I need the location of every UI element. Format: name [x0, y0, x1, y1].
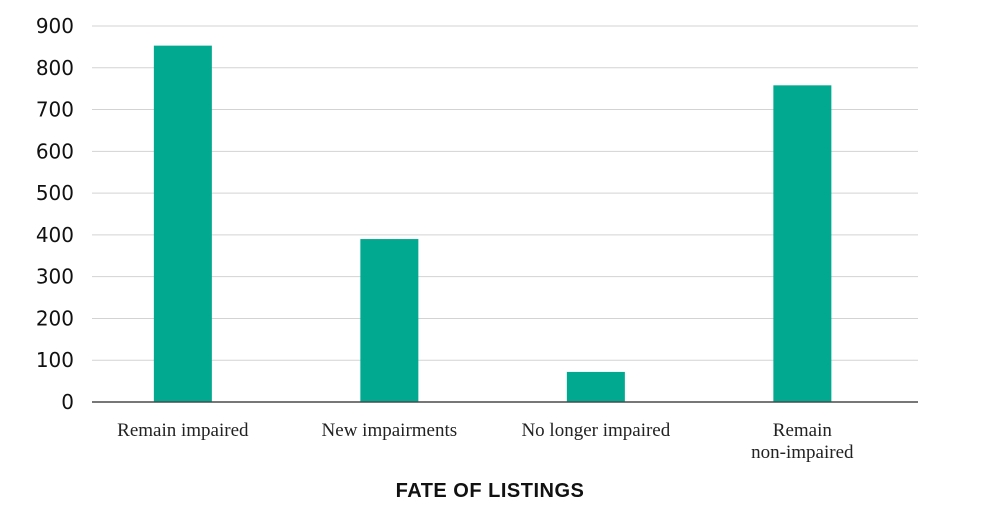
y-tick-label-100: 100 [36, 348, 74, 372]
y-tick-label-200: 200 [36, 306, 74, 330]
y-tick-label-600: 600 [36, 139, 74, 163]
y-tick-labels: 0 100 200 300 400 500 600 700 800 900 [36, 14, 74, 414]
bar-2 [360, 239, 419, 402]
bar-4 [773, 85, 832, 402]
gridlines [92, 25, 918, 361]
x-category-label-2: New impairments [322, 420, 458, 441]
x-category-label-4: Remain non-impaired [751, 420, 854, 463]
x-category-label-3: No longer impaired [521, 420, 670, 441]
x-category-label-1: Remain impaired [117, 420, 249, 441]
y-tick-label-300: 300 [36, 265, 74, 289]
bar-3 [566, 371, 625, 402]
y-tick-label-800: 800 [36, 56, 74, 80]
bars [153, 45, 832, 402]
x-axis-title: FATE OF LISTINGS [396, 480, 585, 502]
y-tick-label-500: 500 [36, 181, 74, 205]
bar-1 [153, 45, 212, 402]
y-tick-label-0: 0 [61, 390, 74, 414]
y-tick-label-900: 900 [36, 14, 74, 38]
y-tick-label-400: 400 [36, 223, 74, 247]
x-category-labels: Remain impaired New impairments No longer … [117, 420, 854, 463]
y-tick-label-700: 700 [36, 98, 74, 122]
